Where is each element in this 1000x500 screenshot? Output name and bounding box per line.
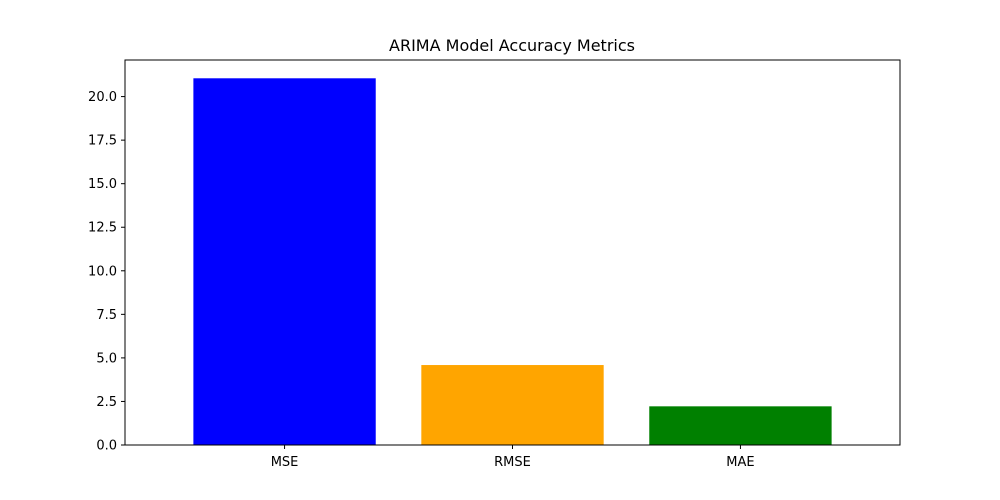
y-axis: 0.0 2.5 5.0 7.5 10.0 12.5 15.0 17.5 20.0 xyxy=(88,90,125,454)
bar-mse xyxy=(193,78,376,445)
y-tick-label: 15.0 xyxy=(88,177,117,192)
chart-title: ARIMA Model Accuracy Metrics xyxy=(389,36,635,55)
x-tick-label-rmse: RMSE xyxy=(494,455,531,470)
y-tick-label: 12.5 xyxy=(88,221,117,236)
bar-mae xyxy=(649,406,832,445)
plot-area-frame xyxy=(124,59,901,446)
x-tick-label-mse: MSE xyxy=(271,455,299,470)
y-tick-label: 17.5 xyxy=(88,134,117,149)
x-tick-label-mae: MAE xyxy=(726,455,754,470)
x-axis: MSE RMSE MAE xyxy=(271,445,755,470)
y-tick-label: 5.0 xyxy=(96,351,117,366)
y-tick-label: 0.0 xyxy=(96,439,117,454)
bar-rmse xyxy=(421,365,604,445)
bars-layer xyxy=(193,78,832,445)
y-tick-label: 20.0 xyxy=(88,90,117,105)
y-tick-label: 10.0 xyxy=(88,264,117,279)
y-tick-label: 2.5 xyxy=(96,395,117,410)
y-tick-label: 7.5 xyxy=(96,308,117,323)
